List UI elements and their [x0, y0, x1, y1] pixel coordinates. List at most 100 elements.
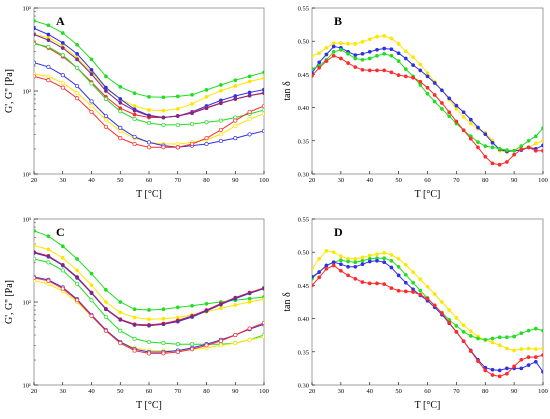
panel-a-data-point	[46, 74, 51, 79]
panel-a-data-point	[190, 141, 195, 147]
panel-a-data-point	[132, 104, 137, 108]
panel-a-data-point	[261, 107, 264, 113]
panel-d-data-point	[382, 282, 387, 286]
panel-d-data-point	[367, 259, 372, 264]
panel-d-data-point	[533, 326, 538, 331]
panel-b-data-point	[461, 115, 466, 119]
panel-a-data-point	[218, 138, 223, 144]
panel-c-letter: C	[56, 225, 65, 239]
panel-b-x-tick-label: 50	[395, 177, 402, 184]
panel-c-data-point	[175, 342, 180, 347]
panel-d-series-blue-line	[312, 258, 543, 374]
panel-b-data-point	[312, 67, 314, 71]
panel-c-data-point	[146, 351, 152, 356]
panel-a-letter: A	[56, 14, 65, 28]
panel-d-data-point	[331, 260, 336, 265]
panel-b-data-point	[353, 56, 358, 61]
panel-b-data-point	[476, 145, 480, 150]
panel-c-data-point	[75, 281, 80, 286]
panel-b-data-point	[541, 148, 543, 153]
panel-d-y-tick-label: 0.45	[298, 283, 309, 290]
panel-a-series-line	[34, 42, 264, 118]
panel-b-data-point	[440, 101, 444, 105]
panel-d-x-tick-label: 90	[511, 388, 518, 395]
panel-c-data-point	[175, 349, 180, 355]
panel-d-y-tick-label: 0.50	[298, 250, 309, 257]
panel-a-data-point	[34, 26, 36, 31]
panel-a-data-point	[161, 95, 166, 100]
panel-c-data-point	[34, 278, 37, 283]
panel-d-data-point	[312, 283, 314, 288]
panel-b-data-point	[375, 47, 379, 52]
panel-d-data-point	[461, 339, 466, 344]
panel-a-data-point	[218, 127, 223, 132]
panel-c-data-point	[190, 347, 195, 352]
panel-b-data-point	[389, 53, 394, 58]
panel-c-data-point	[89, 283, 94, 287]
panel-b-data-point	[396, 59, 401, 63]
panel-a-series-line	[34, 27, 264, 119]
panel-a-data-point	[262, 90, 264, 95]
panel-d-data-point	[346, 264, 350, 269]
panel-d-data-point	[396, 264, 401, 269]
panel-d-data-point	[454, 324, 459, 328]
panel-a-data-point	[204, 106, 209, 111]
panel-a-data-point	[233, 78, 238, 83]
panel-a-x-tick-label: 90	[232, 177, 239, 184]
panel-a-y-tick-label: 10¹	[23, 172, 32, 179]
panel-b-data-point	[461, 128, 466, 133]
panel-c-data-point	[132, 323, 137, 327]
panel-b-data-point	[353, 53, 358, 57]
panel-b-data-point	[312, 73, 314, 78]
panel-d-data-point	[403, 280, 408, 285]
panel-c-data-point	[132, 315, 137, 320]
panel-d-data-point	[317, 270, 322, 274]
panel-a-data-point	[103, 117, 108, 122]
panel-c-y-tick-label: 10³	[23, 217, 32, 224]
panel-c-data-point	[89, 290, 94, 295]
panel-a-data-point	[247, 132, 252, 137]
panel-a-data-point	[132, 91, 137, 96]
panel-c-data-point	[262, 297, 264, 302]
panel-d-data-point	[324, 249, 329, 253]
panel-b-data-point	[512, 148, 516, 153]
panel-a-data-point	[89, 67, 94, 72]
panel-a-data-point	[118, 85, 123, 89]
panel-a-data-point	[46, 38, 51, 42]
panel-b-data-point	[483, 144, 488, 148]
panel-d-data-point	[360, 262, 365, 267]
panel-d-data-point	[331, 263, 336, 268]
panel-c: 20 30 40 50 60 70 80 90 100 10³ 10² 10¹ C T [°C] G', G…	[4, 217, 269, 412]
panel-d-data-point	[497, 368, 502, 373]
panel-d-x-tick-label: 100	[538, 388, 548, 395]
panel-d-data-point	[490, 367, 495, 372]
panel-d-data-point	[312, 266, 314, 271]
panel-d-data-point	[396, 256, 401, 261]
panel-b-data-point	[346, 61, 350, 65]
panel-a-x-tick-label: 20	[31, 177, 38, 184]
panel-b-data-point	[411, 63, 415, 67]
panel-b-data-point	[324, 59, 329, 63]
panel-b-data-point	[403, 74, 408, 79]
panel-d-data-point	[346, 273, 350, 278]
panel-b-data-point	[375, 53, 379, 58]
panel-a-data-point	[89, 109, 94, 114]
panel-d-data-point	[505, 346, 509, 351]
panel-b-data-point	[339, 47, 343, 52]
panel-a-data-point	[247, 79, 252, 84]
panel-b-data-point	[353, 65, 358, 69]
panel-a-x-tick-label: 100	[259, 177, 269, 184]
panel-c-series-purple-filled	[34, 250, 264, 328]
panel-b-x-tick-label: 100	[538, 177, 548, 184]
panel-c-data-point	[118, 317, 123, 322]
panel-b-x-axis-label: T [°C]	[415, 189, 441, 200]
panel-a-x-tick-label: 60	[146, 177, 153, 184]
panel-b-x-tick-label: 70	[453, 177, 460, 184]
panel-d-data-point	[541, 353, 543, 357]
panel-c-data-point	[60, 244, 65, 249]
panel-c-data-point	[75, 298, 80, 303]
panel-a-data-point	[190, 121, 195, 127]
panel-a-data-point	[218, 118, 223, 123]
panel-a-y-axis-label: G', G'' [Pa]	[4, 69, 15, 113]
panel-c-series-line	[34, 245, 264, 320]
